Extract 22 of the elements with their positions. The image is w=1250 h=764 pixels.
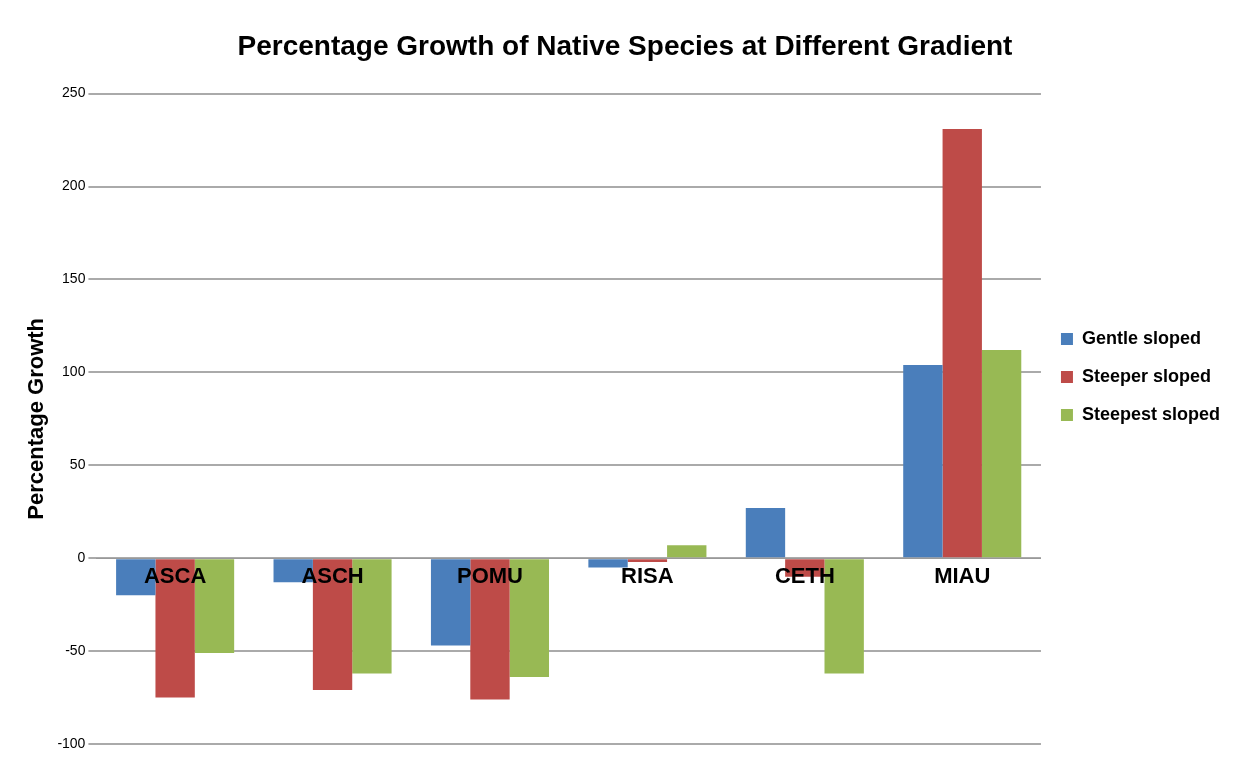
chart-title: Percentage Growth of Native Species at Different Gradient <box>237 29 1013 61</box>
x-tick-label: MIAU <box>934 563 991 589</box>
y-tick-label: 50 <box>69 456 86 473</box>
y-tick-label: 100 <box>62 363 86 380</box>
y-tick-label: 200 <box>62 177 86 194</box>
bar <box>981 350 1022 558</box>
y-tick-label: 0 <box>77 549 86 566</box>
legend-label: Gentle sloped <box>1081 327 1201 348</box>
bar <box>588 559 628 568</box>
y-tick-label: -100 <box>57 734 86 751</box>
bar <box>627 559 668 562</box>
y-tick-label: 150 <box>62 270 86 287</box>
legend-label: Steepest sloped <box>1081 403 1221 424</box>
bar <box>745 508 786 558</box>
y-axis-title: Percentage Growth <box>23 317 49 520</box>
bar <box>667 545 707 558</box>
bar <box>903 364 943 558</box>
y-tick-label: 250 <box>62 84 86 101</box>
x-tick-label: RISA <box>621 563 674 589</box>
y-tick-label: -50 <box>65 641 86 658</box>
bar <box>942 128 982 558</box>
legend-label: Steeper sloped <box>1081 365 1212 386</box>
